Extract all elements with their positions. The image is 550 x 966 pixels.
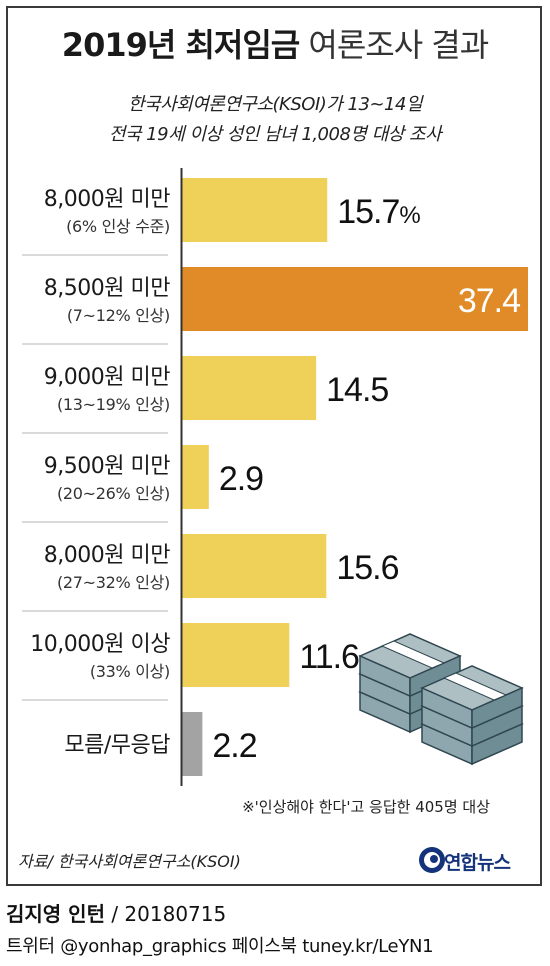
category-sublabel: (33% 이상) [90,662,170,681]
category-label: 8,000원 미만 [44,543,170,568]
footnote: ※'인상해야 한다'고 응답한 405명 대상 [242,798,490,816]
category-label: 모름/무응답 [64,733,170,758]
value-label: 37.4 [458,282,520,320]
title-light: 여론조사 결과 [308,26,489,64]
category-label: 9,500원 미만 [44,454,170,479]
source-text: 자료/ 한국사회여론연구소(KSOI) [18,852,241,871]
value-label: 11.6 [299,638,359,676]
value-label: 15.7% [337,193,420,231]
category-sublabel: (7~12% 인상) [67,306,170,325]
bar [182,534,327,598]
title-bold: 2019년 최저임금 [61,26,300,64]
category-sublabel: (20~26% 인상) [57,484,170,503]
bar [182,178,328,242]
bar-chart: 8,000원 미만 (6% 인상 수준) 15.7% 8,500원 미만 (7~12% … [22,168,528,786]
money-stack-icon [358,633,524,766]
money-brick [358,633,462,698]
credit-name: 김지영 인턴 [6,902,105,926]
bar [182,445,209,509]
money-brick [420,665,524,730]
value-label: 15.6 [336,549,398,587]
value-label: 14.5 [326,371,388,409]
category-label: 9,000원 미만 [44,365,170,390]
category-label: 8,000원 미만 [44,187,170,212]
credit-date: / 20180715 [104,902,227,926]
category-sublabel: (27~32% 인상) [57,573,170,592]
value-label: 2.9 [219,460,263,498]
category-label: 10,000원 이상 [30,632,170,657]
social-line: 트위터 @yonhap_graphics 페이스북 tuney.kr/LeYN1 [6,936,434,957]
bar [182,712,203,776]
value-unit: % [399,202,420,229]
credit-line: 김지영 인턴 / 20180715 [6,898,226,927]
subtitle-line-1: 한국사회여론연구소(KSOI)가 13~14일 [127,94,423,115]
bar [182,623,290,687]
category-sublabel: (13~19% 인상) [57,395,170,414]
bar [182,356,317,420]
chart-title: 2019년 최저임금 여론조사 결과 [0,20,550,66]
value-label: 2.2 [212,727,256,765]
category-label: 8,500원 미만 [44,276,170,301]
bar [182,267,528,331]
subtitle-line-2: 전국 19세 이상 성인 남녀 1,008명 대상 조사 [108,124,442,145]
category-sublabel: (6% 인상 수준) [66,217,170,236]
yonhap-logo-icon [419,847,445,873]
logo-text: 연합뉴스 [444,852,511,874]
